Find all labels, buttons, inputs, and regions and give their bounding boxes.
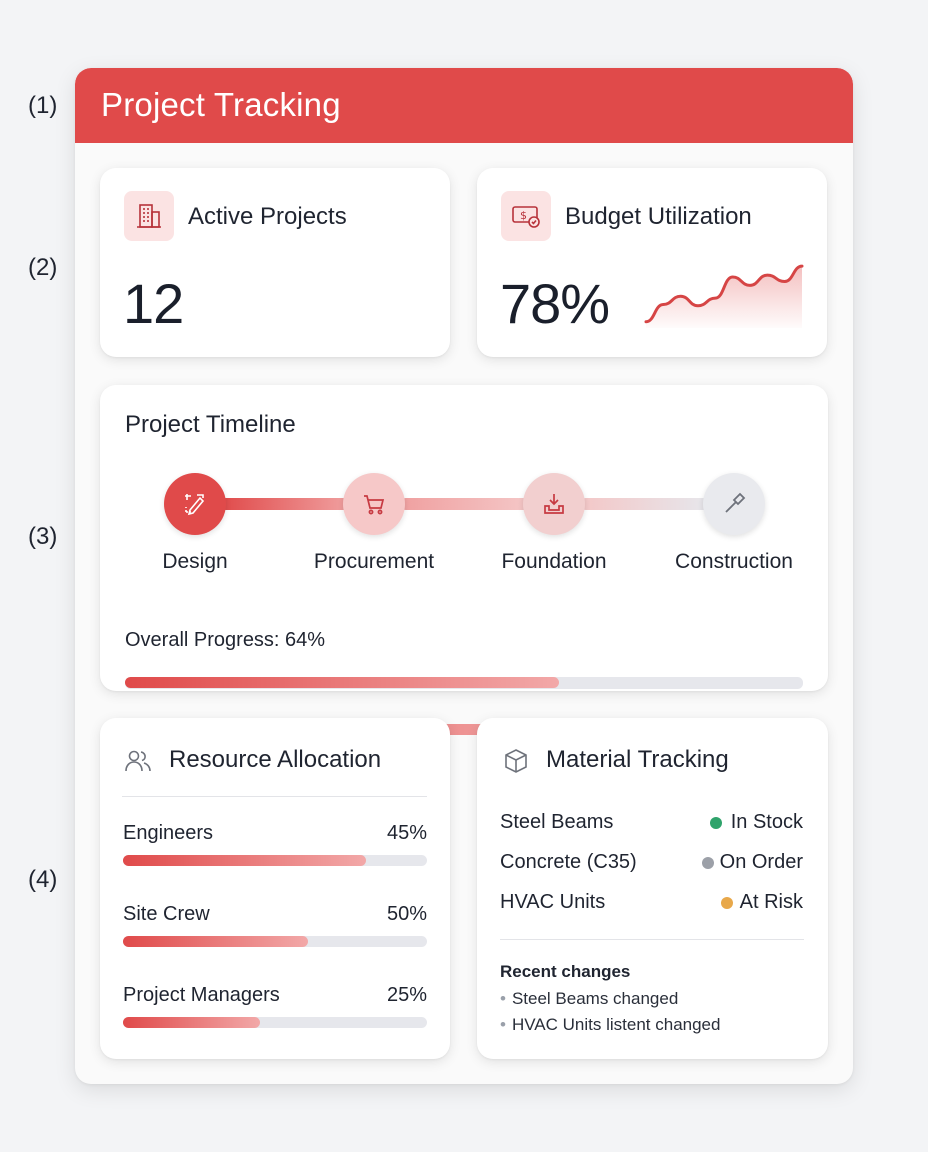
project-timeline-card: Project Timeline bbox=[100, 385, 828, 735]
material-divider bbox=[500, 939, 804, 940]
material-label-hvac: HVAC Units bbox=[500, 891, 606, 913]
budget-utilization-card[interactable]: $ Budget Utilization 78% bbox=[477, 168, 827, 357]
material-tracking-card: Material Tracking Steel Beams In Stock C… bbox=[477, 718, 828, 1059]
resource-label-project-managers: Project Managers bbox=[123, 984, 280, 1006]
timeline-node-procurement[interactable] bbox=[343, 473, 405, 535]
foundation-icon bbox=[544, 494, 564, 514]
marker-4: (4) bbox=[28, 866, 58, 893]
resource-value-engineers: 45% bbox=[386, 822, 427, 844]
resource-bar-fill-project-managers bbox=[123, 1017, 260, 1028]
timeline-label-procurement: Procurement bbox=[313, 550, 435, 573]
resource-bar-fill-site-crew bbox=[123, 936, 309, 947]
recent-change-item[interactable]: • Steel Beams changed bbox=[500, 989, 678, 1009]
svg-text:$: $ bbox=[520, 209, 527, 222]
active-projects-card[interactable]: Active Projects 12 bbox=[100, 168, 450, 357]
resource-bar-project-managers bbox=[123, 1017, 427, 1028]
status-dot-hvac bbox=[721, 897, 733, 909]
hammer-icon bbox=[725, 492, 746, 513]
users-icon bbox=[125, 750, 151, 772]
budget-trend-sparkline bbox=[644, 264, 804, 328]
resource-label-site-crew: Site Crew bbox=[123, 903, 210, 925]
timeline-label-design: Design bbox=[162, 550, 228, 573]
page-title: Project Tracking bbox=[101, 86, 341, 123]
timeline-connector-3 bbox=[580, 498, 710, 510]
timeline-connector-2 bbox=[400, 498, 530, 510]
status-dot-concrete bbox=[702, 857, 714, 869]
material-tracking-title: Material Tracking bbox=[546, 746, 729, 773]
marker-3: (3) bbox=[28, 523, 58, 550]
pencil-ruler-icon bbox=[185, 494, 205, 516]
status-dot-steel-beams bbox=[710, 817, 722, 829]
timeline-node-design[interactable] bbox=[164, 473, 226, 535]
budget-utilization-label: Budget Utilization bbox=[565, 203, 752, 230]
sparkline-area bbox=[646, 266, 802, 328]
project-tracking-panel: Project Tracking Active Projects 12 $ bbox=[75, 68, 853, 1084]
timeline-stage-bar-fill bbox=[125, 677, 559, 688]
sparkline-line bbox=[644, 264, 804, 324]
active-projects-value: 12 bbox=[123, 272, 184, 335]
bullet-icon: • bbox=[500, 1015, 506, 1034]
resource-label-engineers: Engineers bbox=[123, 822, 214, 844]
recent-change-text: Steel Beams changed bbox=[511, 989, 679, 1008]
resource-divider bbox=[122, 796, 427, 797]
timeline-label-construction: Construction bbox=[675, 550, 793, 573]
material-label-concrete: Concrete (C35) bbox=[500, 851, 637, 873]
timeline-stage-bar bbox=[125, 677, 803, 688]
recent-changes-title: Recent changes bbox=[500, 962, 631, 981]
timeline-connector-1 bbox=[220, 498, 350, 510]
material-status-hvac: At Risk bbox=[739, 891, 803, 913]
resource-bar-engineers bbox=[123, 855, 427, 866]
timeline-label-foundation: Foundation bbox=[501, 550, 607, 573]
money-icon: $ bbox=[501, 191, 551, 241]
marker-1: (1) bbox=[28, 92, 58, 119]
box-icon bbox=[505, 749, 527, 773]
bullet-icon: • bbox=[500, 989, 506, 1008]
material-status-steel-beams: In Stock bbox=[730, 811, 803, 833]
recent-change-item[interactable]: • HVAC Units listent changed bbox=[500, 1015, 720, 1035]
resource-value-site-crew: 50% bbox=[386, 903, 427, 925]
material-label-steel-beams: Steel Beams bbox=[500, 811, 614, 833]
overall-progress-label: Overall Progress: 64% bbox=[125, 629, 326, 651]
panel-header: Project Tracking bbox=[75, 68, 853, 143]
resource-bar-fill-engineers bbox=[123, 855, 367, 866]
resource-allocation-card: Resource Allocation Engineers 45% Site C… bbox=[100, 718, 450, 1059]
timeline-node-foundation[interactable] bbox=[523, 473, 585, 535]
timeline-node-construction[interactable] bbox=[703, 473, 765, 535]
material-status-concrete: On Order bbox=[719, 851, 803, 873]
resource-bar-site-crew bbox=[123, 936, 427, 947]
marker-2: (2) bbox=[28, 254, 58, 281]
recent-change-text: HVAC Units listent changed bbox=[511, 1015, 721, 1034]
building-icon bbox=[124, 191, 174, 241]
active-projects-label: Active Projects bbox=[188, 203, 347, 230]
cart-icon bbox=[364, 495, 385, 515]
resource-allocation-title: Resource Allocation bbox=[169, 746, 382, 773]
budget-utilization-value: 78% bbox=[500, 272, 610, 335]
resource-value-project-managers: 25% bbox=[386, 984, 427, 1006]
project-timeline-title: Project Timeline bbox=[125, 411, 296, 438]
